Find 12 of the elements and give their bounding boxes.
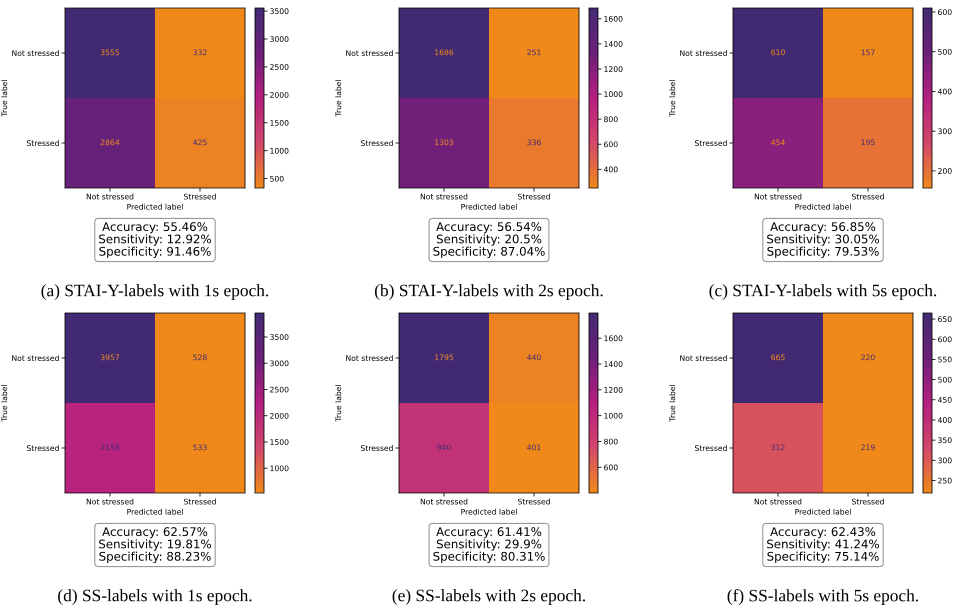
text: (b) STAI-Y-labels with 2s epoch. [374,284,603,300]
text: (c) STAI-Y-labels with 5s epoch. [709,284,936,300]
text: Accuracy: 55.46% Sensitivity: 12.92% Specificity: 91.46% [99,222,212,258]
text: Accuracy: 56.54% Sensitivity: 20.5% Specificity: 87.04% [433,222,545,258]
text: Accuracy: 62.57% Sensitivity: 19.81% Specificity: 88.23% [99,527,212,564]
text: Accuracy: 56.85% Sensitivity: 30.05% Specificity: 79.53% [767,222,880,258]
text: (a) STAI-Y-labels with 1s epoch. [41,284,268,300]
text: Accuracy: 62.43% Sensitivity: 41.24% Specificity: 75.14% [767,527,880,564]
text: (e) SS-labels with 2s epoch. [392,589,586,605]
text: (f) SS-labels with 5s epoch. [728,589,918,605]
text: Accuracy: 61.41% Sensitivity: 29.9% Specificity: 80.31% [433,527,545,564]
text: (d) SS-labels with 1s epoch. [58,589,252,605]
